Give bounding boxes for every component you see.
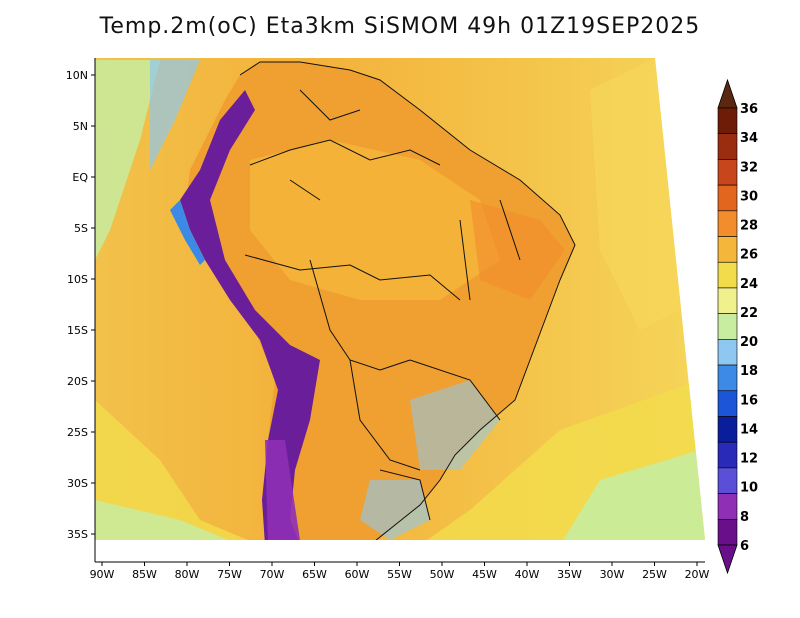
south-cool-zone [360, 480, 430, 540]
lat-label: 10S [67, 273, 88, 286]
lat-label: EQ [72, 171, 88, 184]
colorbar-swatch [717, 287, 738, 314]
colorbar: 6 8 10 12 14 16 18 20 22 24 26 28 30 32 34 36 [717, 78, 758, 575]
colorbar-swatch [717, 339, 738, 366]
colorbar-swatch [717, 261, 738, 289]
colorbar-swatch [717, 364, 738, 392]
andes-purple-south [265, 440, 300, 540]
lon-label: 85W [132, 568, 157, 581]
lon-label: 60W [345, 568, 370, 581]
south-atlantic-cool [560, 450, 705, 540]
colorbar-label: 28 [740, 219, 758, 234]
south-pacific-cool [95, 500, 240, 540]
colorbar-label: 16 [740, 393, 758, 408]
lon-label: 45W [472, 568, 497, 581]
colorbar-label: 12 [740, 452, 758, 467]
colorbar-label: 32 [740, 160, 758, 175]
colorbar-label: 14 [740, 422, 758, 437]
andes-blue-margin [170, 200, 205, 265]
colorbar-swatch [717, 441, 738, 469]
lon-label: 80W [175, 568, 200, 581]
andes-cold-band [180, 90, 320, 540]
lon-label: 90W [90, 568, 115, 581]
colorbar-swatch [717, 184, 738, 212]
south-pacific-zone [95, 400, 260, 540]
map-title: Temp.2m(oC) Eta3km SiSMOM 49h 01Z19SEP20… [99, 14, 701, 39]
colorbar-swatch [717, 518, 738, 546]
lon-label: 40W [515, 568, 540, 581]
colorbar-swatch [717, 133, 738, 160]
lon-label: 65W [302, 568, 327, 581]
colorbar-under-arrow [717, 544, 738, 575]
north-atlantic-zone [590, 58, 700, 330]
colorbar-swatch [717, 210, 738, 237]
colorbar-swatch [717, 313, 738, 340]
colorbar-label: 30 [740, 189, 758, 204]
pacific-cool-zone [95, 60, 160, 260]
colorbar-swatch [717, 390, 738, 417]
colorbar-label: 6 [740, 539, 749, 554]
map-domain [95, 58, 705, 540]
colorbar-label: 36 [740, 102, 758, 117]
lon-label: 55W [387, 568, 412, 581]
colorbar-label: 8 [740, 510, 749, 525]
southeast-cool-zone [410, 380, 500, 470]
colorbar-swatch [717, 107, 738, 135]
colorbar-label: 34 [740, 131, 758, 146]
lat-label: 10N [66, 69, 88, 82]
country-borders [239, 61, 576, 540]
colorbar-label: 20 [740, 335, 758, 350]
lat-label: 5S [74, 222, 88, 235]
lat-label: 25S [67, 426, 88, 439]
colorbar-swatch [717, 493, 738, 520]
colorbar-label: 24 [740, 277, 758, 292]
colorbar-label: 18 [740, 364, 758, 379]
colorbar-swatch [717, 416, 738, 443]
lat-label: 35S [67, 528, 88, 541]
colorbar-label: 10 [740, 481, 758, 496]
lat-label: 20S [67, 375, 88, 388]
lon-label: 20W [685, 568, 710, 581]
lon-label: 75W [217, 568, 242, 581]
lon-label: 70W [260, 568, 285, 581]
pacific-cold-zone [150, 60, 200, 170]
lat-label: 15S [67, 324, 88, 337]
lon-label: 35W [557, 568, 582, 581]
colorbar-swatch [717, 159, 738, 186]
lon-label: 30W [600, 568, 625, 581]
colorbar-swatch [717, 236, 738, 263]
lat-label: 30S [67, 477, 88, 490]
amazon-warm-zone [250, 140, 500, 300]
colorbar-label: 26 [740, 248, 758, 263]
colorbar-over-arrow [717, 78, 738, 109]
lon-label: 25W [642, 568, 667, 581]
colorbar-swatch [717, 467, 738, 494]
latitude-axis: 10N 5N EQ 5S 10S 15S 20S 25S 30S 35S [66, 69, 95, 541]
northeast-warm-zone [470, 200, 565, 300]
colorbar-label: 22 [740, 306, 758, 321]
lat-label: 5N [73, 120, 88, 133]
lon-label: 50W [430, 568, 455, 581]
longitude-axis: 90W 85W 80W 75W 70W 65W 60W 55W 50W 45W 40W 35W 30W 2… [90, 562, 710, 581]
